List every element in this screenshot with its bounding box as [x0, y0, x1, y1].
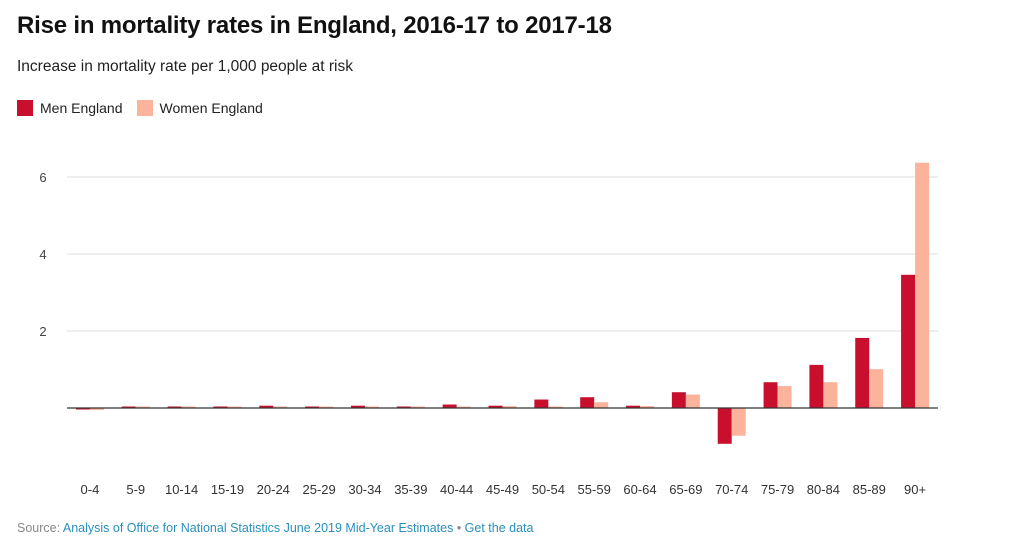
bar-men [488, 405, 503, 408]
x-tick-label: 15-19 [211, 482, 244, 497]
bar-men [855, 337, 870, 408]
x-tick-label: 65-69 [669, 482, 702, 497]
bar-men [305, 406, 320, 408]
bar-women [319, 406, 334, 408]
bar-men [901, 274, 916, 408]
chart-title: Rise in mortality rates in England, 2016… [17, 12, 612, 39]
bar-men [121, 406, 136, 408]
bar-women [915, 162, 930, 408]
y-tick-label: 4 [39, 247, 46, 262]
bar-men [626, 405, 641, 408]
x-tick-label: 0-4 [81, 482, 100, 497]
legend-item-men: Men England [17, 100, 123, 116]
chart-subtitle: Increase in mortality rate per 1,000 peo… [17, 58, 354, 75]
bar-women [135, 406, 150, 408]
bar-women [364, 406, 379, 408]
x-tick-label: 50-54 [532, 482, 565, 497]
bar-men [809, 364, 824, 408]
x-tick-label: 85-89 [853, 482, 886, 497]
bar-women [410, 406, 425, 408]
bar-men [259, 405, 274, 408]
x-tick-label: 25-29 [303, 482, 336, 497]
bar-men [213, 406, 228, 408]
bar-women [89, 408, 104, 410]
bar-women [777, 386, 792, 408]
x-tick-label: 80-84 [807, 482, 840, 497]
x-tick-label: 20-24 [257, 482, 290, 497]
legend-item-women: Women England [136, 100, 263, 116]
bar-men [350, 405, 365, 408]
legend-swatch-men [17, 100, 33, 116]
bar-women [823, 382, 838, 408]
x-tick-label: 10-14 [165, 482, 198, 497]
x-tick-label: 35-39 [394, 482, 427, 497]
bar-women [456, 406, 471, 408]
bar-men [167, 406, 182, 408]
bar-women [181, 406, 196, 408]
bar-women [685, 394, 700, 408]
bar-men [671, 392, 686, 408]
x-tick-label: 60-64 [623, 482, 656, 497]
bar-women [594, 402, 609, 408]
bar-women [731, 408, 746, 436]
bar-women [227, 406, 242, 408]
bar-women [548, 406, 563, 408]
x-tick-label: 75-79 [761, 482, 794, 497]
y-tick-label: 6 [39, 170, 46, 185]
bar-men [534, 399, 549, 408]
bar-men [396, 406, 411, 408]
legend-swatch-women [136, 100, 153, 116]
bar-women [869, 369, 884, 408]
legend: Men England Women England [17, 100, 277, 116]
x-tick-label: 45-49 [486, 482, 519, 497]
bar-men [717, 408, 732, 444]
bar-women [273, 406, 288, 408]
x-tick-label: 40-44 [440, 482, 473, 497]
x-tick-label: 70-74 [715, 482, 748, 497]
bar-men [580, 397, 595, 408]
get-data-link[interactable]: Get the data [464, 521, 534, 535]
source-prefix: Source: [17, 521, 63, 535]
x-tick-label: 30-34 [348, 482, 381, 497]
bar-men [75, 408, 90, 410]
y-tick-label: 2 [39, 324, 46, 339]
source-separator: • [453, 521, 465, 535]
source-line: Source: Analysis of Office for National … [17, 521, 533, 535]
legend-label-men: Men England [40, 100, 123, 116]
source-link[interactable]: Analysis of Office for National Statisti… [62, 521, 454, 535]
bar-men [763, 382, 778, 408]
x-tick-label: 90+ [904, 482, 926, 497]
x-tick-label: 5-9 [126, 482, 145, 497]
bar-women [640, 406, 655, 408]
legend-label-women: Women England [159, 100, 263, 116]
bar-women [502, 406, 517, 408]
bar-men [442, 404, 457, 408]
x-tick-label: 55-59 [578, 482, 611, 497]
